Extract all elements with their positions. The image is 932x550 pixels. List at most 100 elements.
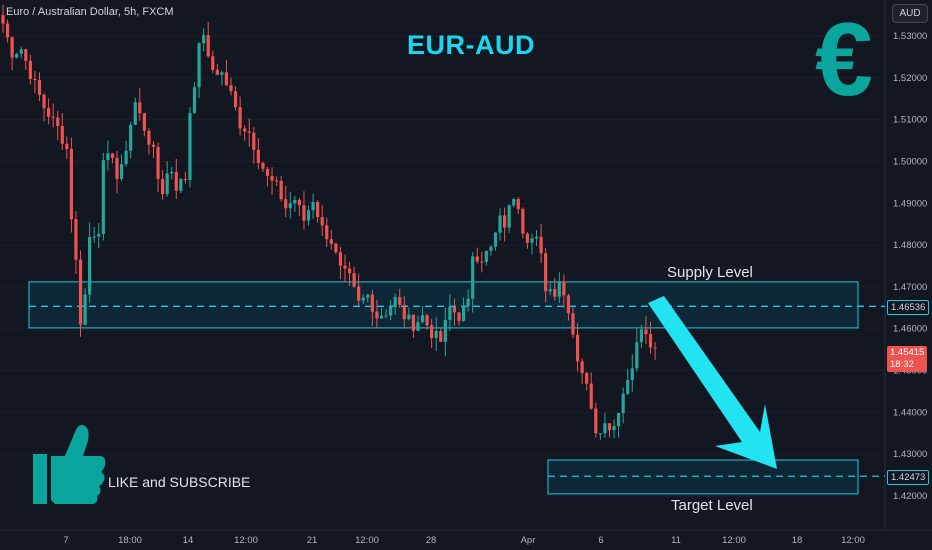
time-tick-label: 12:00 bbox=[841, 535, 865, 546]
candle-body bbox=[407, 314, 411, 320]
target-arrow bbox=[648, 296, 777, 469]
candle-body bbox=[571, 313, 575, 335]
candle-body bbox=[138, 102, 142, 114]
candle-body bbox=[539, 236, 543, 254]
candle-body bbox=[220, 72, 224, 75]
candle-body bbox=[92, 236, 96, 238]
candle-body bbox=[261, 162, 265, 169]
candle-body bbox=[347, 268, 352, 274]
candle-body bbox=[585, 373, 589, 384]
candle-body bbox=[589, 383, 593, 409]
price-tick-label: 1.52000 bbox=[893, 73, 927, 84]
candle-body bbox=[33, 78, 37, 81]
candle-body bbox=[15, 53, 19, 58]
candle-body bbox=[475, 256, 479, 262]
candle-body bbox=[466, 298, 470, 307]
target-price-tag: 1.42473 bbox=[887, 470, 930, 485]
candle-body bbox=[165, 173, 169, 195]
candle-body bbox=[630, 368, 634, 380]
target-level-label: Target Level bbox=[671, 497, 753, 514]
candle-body bbox=[183, 178, 187, 181]
time-tick-label: 6 bbox=[598, 535, 603, 546]
time-axis[interactable]: 7 18:00 14 12:00 21 12:00 28 Apr 6 11 12:00 18 12:00 bbox=[63, 535, 865, 546]
candle-body bbox=[562, 281, 566, 296]
candle-body bbox=[516, 199, 520, 210]
time-tick-label: 21 bbox=[307, 535, 318, 546]
time-tick-label: 12:00 bbox=[722, 535, 746, 546]
candle-body bbox=[621, 393, 625, 414]
price-tick-label: 1.49000 bbox=[893, 198, 927, 209]
candle-body bbox=[215, 69, 219, 75]
candle-body bbox=[425, 315, 429, 326]
candle-body bbox=[192, 87, 197, 114]
candle-body bbox=[88, 236, 92, 295]
symbol-label: Euro / Australian Dollar, 5h, FXCM bbox=[6, 6, 174, 18]
candle-body bbox=[142, 113, 146, 131]
candle-body bbox=[110, 153, 115, 158]
candle-body bbox=[51, 116, 55, 118]
candle-body bbox=[389, 307, 393, 316]
candle-body bbox=[393, 297, 397, 308]
candle-body bbox=[65, 143, 69, 149]
euro-icon: € bbox=[815, 2, 873, 118]
price-axis[interactable]: 1.53000 1.52000 1.51000 1.50000 1.49000 1.480… bbox=[893, 31, 927, 502]
candle-body bbox=[512, 199, 516, 206]
grid-lines bbox=[0, 0, 932, 531]
candle-body bbox=[461, 306, 466, 321]
candle-body bbox=[329, 239, 333, 244]
candle-body bbox=[252, 132, 256, 150]
price-tick-label: 1.51000 bbox=[893, 115, 927, 126]
candle-body bbox=[288, 203, 292, 209]
price-tick-label: 1.53000 bbox=[893, 31, 927, 42]
candle-body bbox=[498, 215, 502, 233]
candle-body bbox=[338, 252, 343, 266]
candle-body bbox=[115, 157, 119, 179]
candle-body bbox=[265, 168, 270, 176]
candle-body bbox=[316, 202, 320, 218]
candle-body bbox=[375, 311, 379, 319]
candle-body bbox=[384, 315, 388, 317]
candle-body bbox=[197, 43, 201, 88]
candle-body bbox=[78, 259, 83, 325]
candle-body bbox=[503, 215, 507, 228]
price-tick-label: 1.46000 bbox=[893, 324, 927, 335]
candle-body bbox=[325, 225, 329, 240]
candle-body bbox=[639, 329, 643, 343]
candle-body bbox=[37, 80, 42, 95]
candle-body bbox=[1, 15, 5, 24]
candle-body bbox=[284, 199, 288, 209]
candle-body bbox=[28, 61, 32, 79]
price-tick-label: 1.50000 bbox=[893, 156, 927, 167]
candle-body bbox=[233, 91, 238, 108]
candle-body bbox=[60, 126, 64, 144]
time-tick-label: 12:00 bbox=[355, 535, 379, 546]
candle-body bbox=[56, 117, 60, 127]
candle-body bbox=[493, 232, 498, 247]
time-tick-label: 18 bbox=[792, 535, 803, 546]
candle-body bbox=[302, 205, 306, 221]
price-tick-label: 1.48000 bbox=[893, 240, 927, 251]
candle-body bbox=[247, 131, 251, 133]
candle-body bbox=[521, 209, 525, 234]
candle-body bbox=[97, 234, 101, 237]
candle-body bbox=[161, 178, 165, 195]
candle-body bbox=[603, 423, 607, 434]
candle-body bbox=[170, 171, 174, 174]
candle-body bbox=[439, 330, 443, 342]
candle-body bbox=[129, 124, 133, 151]
supply-price-tag: 1.46536 bbox=[887, 300, 930, 315]
candle-body bbox=[430, 325, 434, 339]
candle-body bbox=[448, 306, 452, 320]
candle-body bbox=[124, 150, 128, 165]
candle-body bbox=[420, 315, 425, 323]
candle-body bbox=[480, 261, 484, 263]
candle-body bbox=[452, 306, 457, 313]
candle-body bbox=[174, 171, 178, 191]
candle-body bbox=[10, 37, 14, 58]
candle-body bbox=[256, 149, 260, 163]
candle-body bbox=[648, 334, 653, 348]
candle-body bbox=[525, 233, 529, 243]
currency-button[interactable]: AUD bbox=[892, 4, 928, 23]
candle-body bbox=[370, 294, 374, 312]
